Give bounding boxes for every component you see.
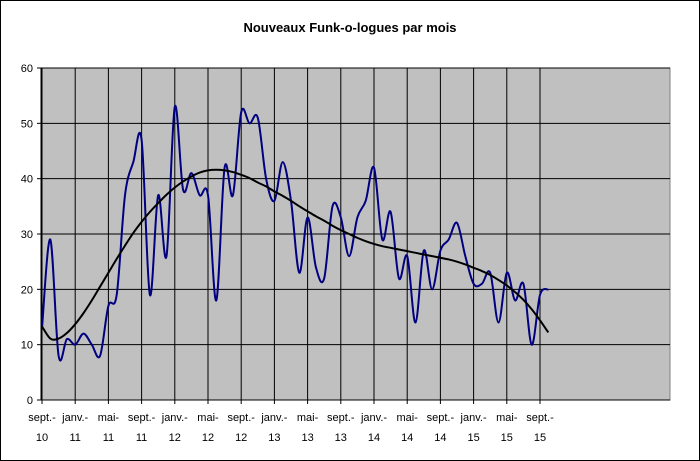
- x-tick-label-month: sept.-: [427, 412, 455, 424]
- y-tick-label: 50: [21, 118, 33, 130]
- x-tick-label-month: mai-: [496, 412, 518, 424]
- y-tick-label: 30: [21, 229, 33, 241]
- x-tick-label-year: 12: [235, 432, 247, 444]
- x-tick-label-month: janv.-: [61, 412, 88, 424]
- gridlines: [41, 67, 670, 400]
- x-tick-label-year: 12: [202, 432, 214, 444]
- x-tick-label-year: 11: [103, 432, 114, 444]
- x-tick-label-year: 13: [301, 432, 313, 444]
- x-tick-label-year: 15: [467, 432, 479, 444]
- x-tick-label-year: 14: [401, 432, 413, 444]
- x-tick-label-year: 14: [368, 432, 380, 444]
- x-tick-label-month: janv.-: [260, 412, 287, 424]
- y-tick-label: 40: [21, 174, 33, 186]
- x-tick-label-month: sept.-: [28, 412, 56, 424]
- x-tick-label-year: 13: [268, 432, 280, 444]
- x-tick-label-year: 11: [136, 432, 147, 444]
- x-tick-label-year: 12: [169, 432, 181, 444]
- y-tick-label: 10: [21, 340, 33, 352]
- x-tick-label-month: sept.-: [128, 412, 156, 424]
- x-tick-label-year: 15: [534, 432, 546, 444]
- y-tick-label: 60: [21, 63, 33, 75]
- x-tick-label-month: janv.-: [360, 412, 387, 424]
- y-tick-label: 20: [21, 284, 33, 296]
- x-tick-label-month: janv.-: [460, 412, 487, 424]
- y-tick-label: 0: [27, 395, 33, 407]
- x-tick-label-month: mai-: [197, 412, 219, 424]
- series-layer: [41, 104, 550, 362]
- x-tick-label-year: 13: [335, 432, 347, 444]
- x-tick-label-month: sept.-: [526, 412, 554, 424]
- chart-title: Nouveaux Funk-o-logues par mois: [243, 20, 456, 35]
- x-tick-label-month: mai-: [297, 412, 319, 424]
- x-tick-label-year: 14: [434, 432, 446, 444]
- x-tick-label-month: mai-: [98, 412, 120, 424]
- x-tick-label-year: 10: [36, 432, 48, 444]
- series-line-monthly: [41, 104, 549, 362]
- x-tick-label-year: 15: [501, 432, 513, 444]
- x-tick-label-year: 11: [69, 432, 80, 444]
- x-tick-label-month: sept.-: [227, 412, 255, 424]
- series-line-trend: [41, 168, 550, 341]
- x-tick-label-month: janv.-: [161, 412, 188, 424]
- x-tick-label-month: sept.-: [327, 412, 355, 424]
- x-tick-label-month: mai-: [397, 412, 419, 424]
- axes: 0 10 20 30 40 50 60 sept.- 10 janv.- 11 mai- 11 sept.…: [21, 63, 670, 444]
